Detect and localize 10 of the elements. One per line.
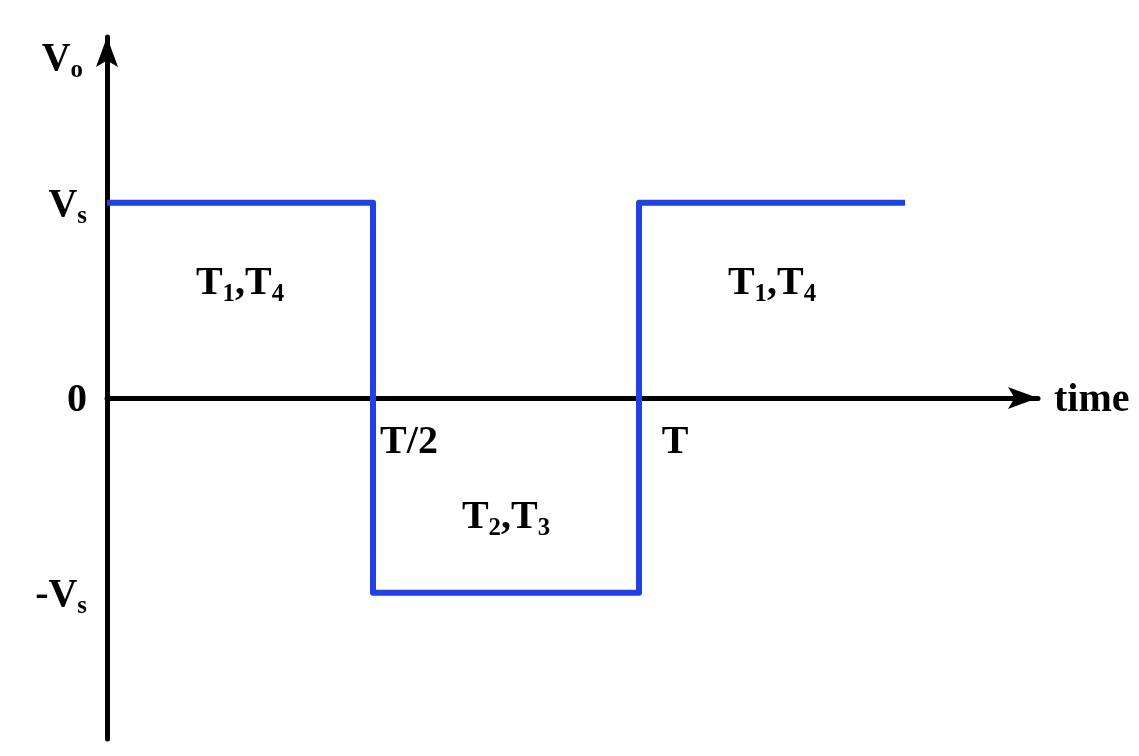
x-tick-label: T	[661, 417, 689, 463]
annotation: T$_{2}$,T$_{3}$	[461, 491, 551, 540]
annotation: T$_{1}$,T$_{4}$	[195, 257, 285, 306]
annotation: T$_{1}$,T$_{4}$	[727, 257, 817, 306]
x-axis-title: time	[1054, 375, 1130, 421]
text: -V$_{s}$	[35, 569, 87, 618]
y-axis-title: V$_{o}$	[41, 34, 83, 82]
text: 0	[67, 374, 87, 420]
x-tick-label: T/2	[380, 417, 438, 463]
text: V$_{s}$	[48, 179, 87, 228]
